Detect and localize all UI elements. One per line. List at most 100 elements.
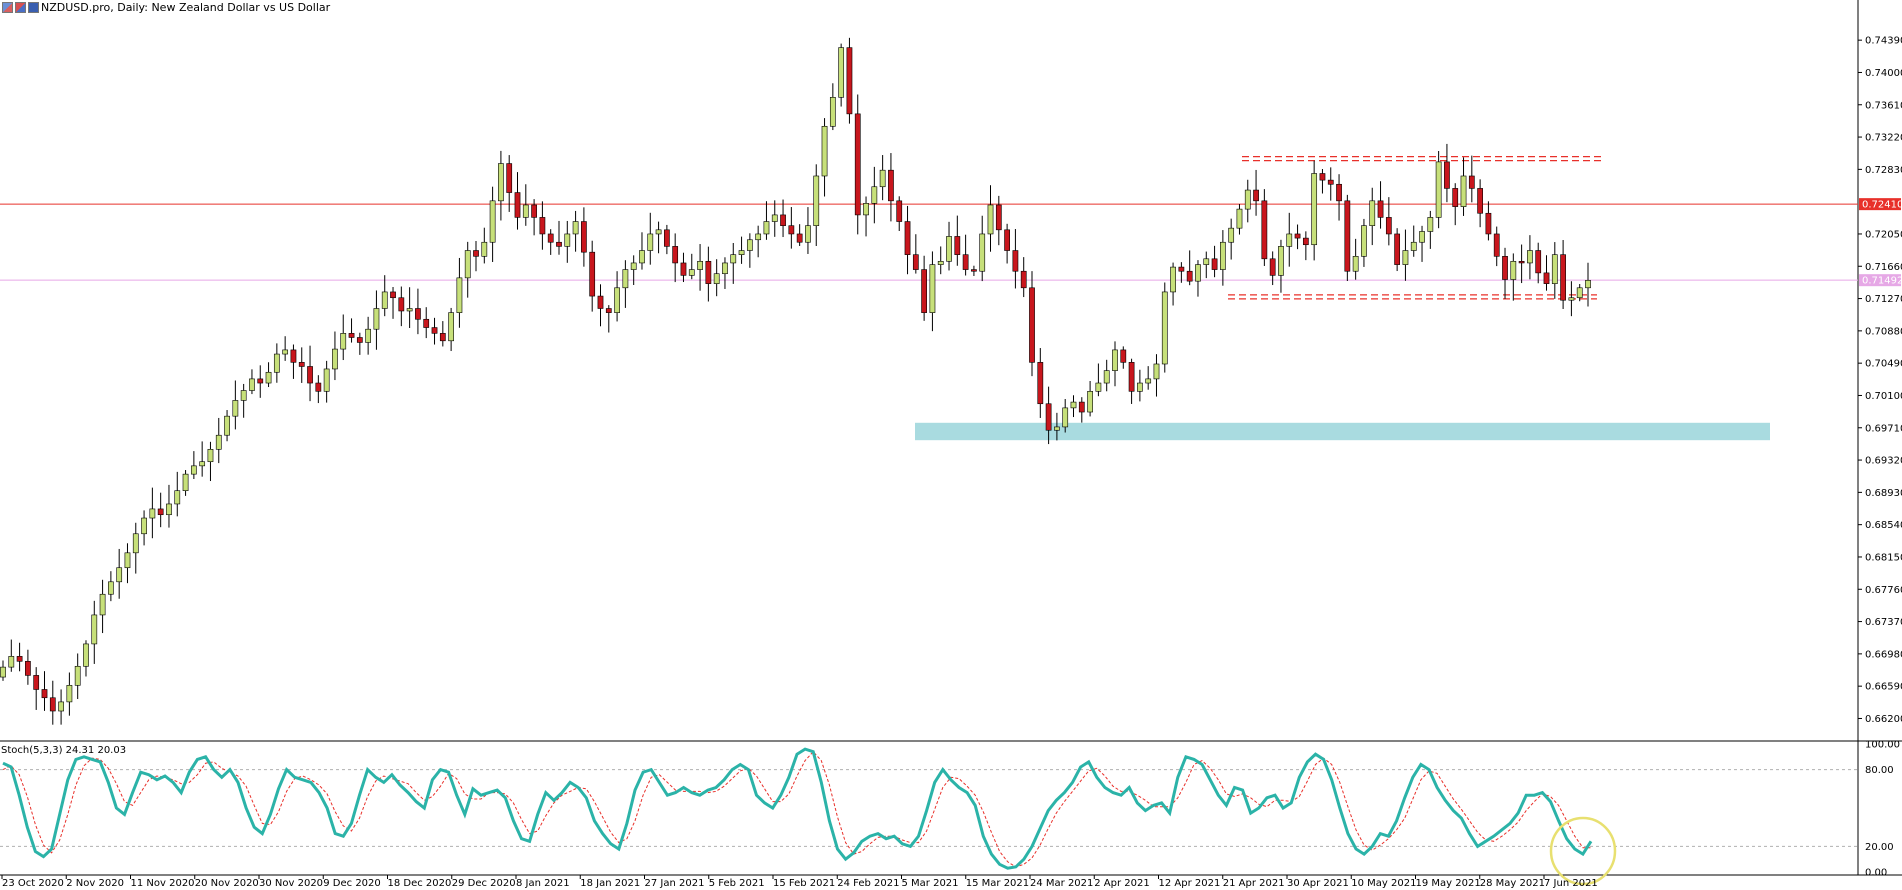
bear-candle [605, 308, 612, 313]
bull-candle [1054, 426, 1060, 431]
bear-candle [846, 47, 853, 115]
bull-candle [1070, 401, 1077, 409]
bull-candle [1427, 217, 1434, 232]
bull-candle [1103, 370, 1110, 384]
stoch-tick-label: 100.00 [1865, 740, 1900, 751]
bear-candle [25, 661, 31, 676]
bear-candle [1120, 349, 1127, 363]
bull-candle [149, 508, 156, 519]
bear-candle [1535, 250, 1542, 274]
stoch-tick-label: 80.00 [1865, 765, 1894, 776]
bull-candle [1228, 227, 1235, 243]
bull-candle [332, 348, 338, 370]
date-tick-label: 23 Oct 2020 [2, 878, 64, 889]
bear-candle [1261, 200, 1268, 260]
bull-candle [141, 517, 147, 535]
bull-candle [813, 175, 820, 226]
bull-candle [199, 461, 206, 467]
bull-candle [1170, 266, 1176, 293]
bull-candle [655, 229, 662, 235]
date-tick-label: 24 Feb 2021 [837, 878, 899, 889]
bear-candle [1385, 217, 1392, 235]
bull-candle [713, 273, 720, 284]
date-tick-label: 18 Dec 2020 [388, 878, 452, 889]
bear-candle [439, 333, 446, 342]
date-tick-label: 9 Dec 2020 [323, 878, 381, 889]
bull-candle [323, 368, 330, 392]
bull-candle [805, 225, 811, 243]
bull-candle [1145, 378, 1152, 384]
bull-candle [821, 125, 828, 177]
bull-candle [1153, 363, 1160, 380]
bear-candle [589, 251, 596, 297]
bear-candle [788, 225, 795, 235]
bull-candle [58, 701, 64, 712]
currency-flag-icon [15, 1, 26, 13]
bull-candle [273, 353, 280, 373]
bull-candle [771, 214, 778, 222]
bear-candle [1029, 287, 1035, 363]
bull-candle [829, 97, 836, 127]
price-tag-label: 0.72410 [1862, 200, 1902, 211]
bear-candle [1452, 188, 1459, 207]
bull-candle [406, 308, 413, 312]
date-tick-label: 2 Apr 2021 [1094, 878, 1149, 889]
bull-candle [464, 250, 471, 279]
bear-candle [904, 221, 911, 255]
bear-candle [539, 217, 546, 235]
bull-candle [1369, 200, 1376, 226]
bull-candle [1112, 349, 1118, 371]
bull-candle [730, 254, 737, 264]
bear-candle [547, 233, 554, 243]
bear-candle [664, 229, 670, 247]
date-tick-label: 29 Dec 2020 [452, 878, 516, 889]
highlight-circle [1549, 816, 1617, 886]
bull-candle [688, 269, 695, 276]
bear-candle [995, 204, 1002, 231]
stoch-signal-line [2, 750, 1591, 868]
chart-objects[interactable] [915, 155, 1770, 441]
bear-candle [157, 508, 164, 516]
date-tick-label: 30 Apr 2021 [1287, 878, 1349, 889]
bull-candle [174, 490, 181, 505]
date-tick-label: 20 Nov 2020 [195, 878, 259, 889]
bear-candle [33, 675, 40, 690]
bull-candle [1585, 280, 1591, 289]
reference-price-labels: 0.72410 0.71492 [1859, 198, 1902, 287]
bear-candle [1037, 362, 1044, 405]
chart-window-icon[interactable] [2, 1, 13, 13]
bull-candle [1203, 258, 1210, 265]
bull-candle [871, 186, 878, 204]
bull-candle [74, 665, 81, 686]
bear-candle [290, 349, 297, 363]
bull-candle [108, 581, 114, 595]
reference-lines [0, 203, 1858, 281]
symbol-info-icon[interactable] [28, 1, 39, 13]
symbol-title: NZDUSD.pro, Daily: New Zealand Dollar vs… [41, 0, 331, 14]
bull-candle [564, 233, 571, 247]
bear-candle [257, 378, 264, 384]
bull-candle [215, 434, 222, 450]
bear-candle [1560, 254, 1566, 301]
bear-candle [1020, 270, 1027, 289]
bull-candle [987, 204, 994, 235]
bear-candle [1444, 161, 1450, 189]
date-tick-label: 7 Jun 2021 [1544, 878, 1598, 889]
bear-candle [1078, 401, 1085, 413]
bear-candle [1012, 250, 1019, 272]
bear-candle [680, 262, 687, 276]
bear-candle [1543, 272, 1550, 284]
bull-candle [863, 203, 869, 216]
bull-candle [1510, 260, 1517, 280]
bear-candle [473, 250, 479, 257]
